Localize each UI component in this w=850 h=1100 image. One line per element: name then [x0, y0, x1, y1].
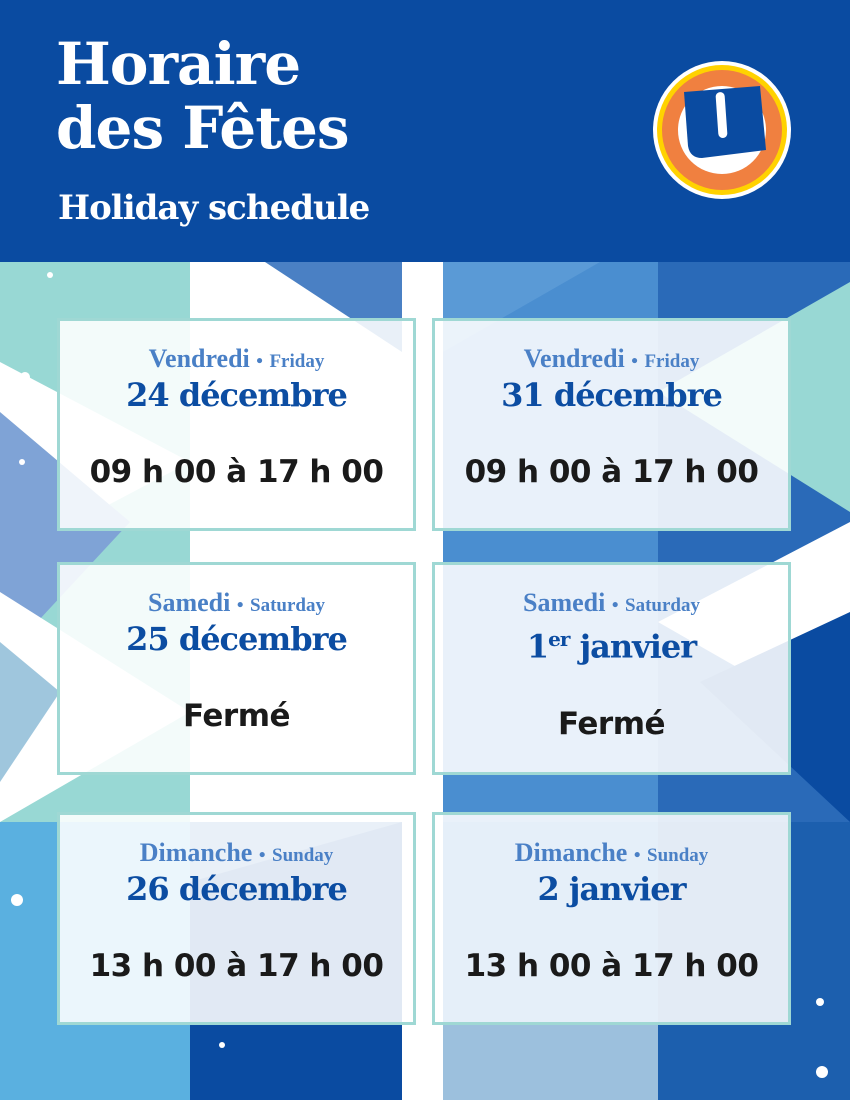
- schedule-card: Dimanche • Sunday 26 décembre 13 h 00 à …: [57, 812, 416, 1025]
- schedule-card: Samedi • Saturday 25 décembre Fermé: [57, 562, 416, 775]
- day-label: Dimanche • Sunday: [514, 838, 709, 867]
- hours: Fermé: [182, 698, 291, 734]
- day-label: Samedi • Saturday: [523, 588, 700, 617]
- date: 26 décembre: [126, 870, 348, 908]
- day-label: Vendredi • Friday: [523, 344, 700, 373]
- hours: 09 h 00 à 17 h 00: [464, 454, 759, 490]
- day-label: Vendredi • Friday: [148, 344, 325, 373]
- schedule-card: Vendredi • Friday 24 décembre 09 h 00 à …: [57, 318, 416, 531]
- schedule-card: Samedi • Saturday 1er janvier Fermé: [432, 562, 791, 775]
- day-label: Samedi • Saturday: [148, 588, 325, 617]
- hours: Fermé: [557, 705, 666, 742]
- date: 25 décembre: [126, 620, 348, 658]
- day-label: Dimanche • Sunday: [139, 838, 334, 867]
- hours: 13 h 00 à 17 h 00: [89, 948, 384, 984]
- subtitle: Holiday schedule: [58, 188, 370, 228]
- schedule-card: Dimanche • Sunday 2 janvier 13 h 00 à 17…: [432, 812, 791, 1025]
- hours: 09 h 00 à 17 h 00: [89, 454, 384, 490]
- header: Horaire des Fêtes Holiday schedule: [0, 0, 850, 262]
- page-title: Horaire des Fêtes: [56, 30, 350, 162]
- date: 1er janvier: [526, 627, 697, 666]
- hours: 13 h 00 à 17 h 00: [464, 948, 759, 984]
- schedule-card: Vendredi • Friday 31 décembre 09 h 00 à …: [432, 318, 791, 531]
- title-line-1: Horaire: [56, 30, 301, 98]
- date: 24 décembre: [126, 376, 348, 414]
- u-logo-icon: [653, 61, 791, 199]
- date: 31 décembre: [501, 376, 723, 414]
- title-line-2: des Fêtes: [56, 94, 350, 162]
- date: 2 janvier: [537, 870, 687, 908]
